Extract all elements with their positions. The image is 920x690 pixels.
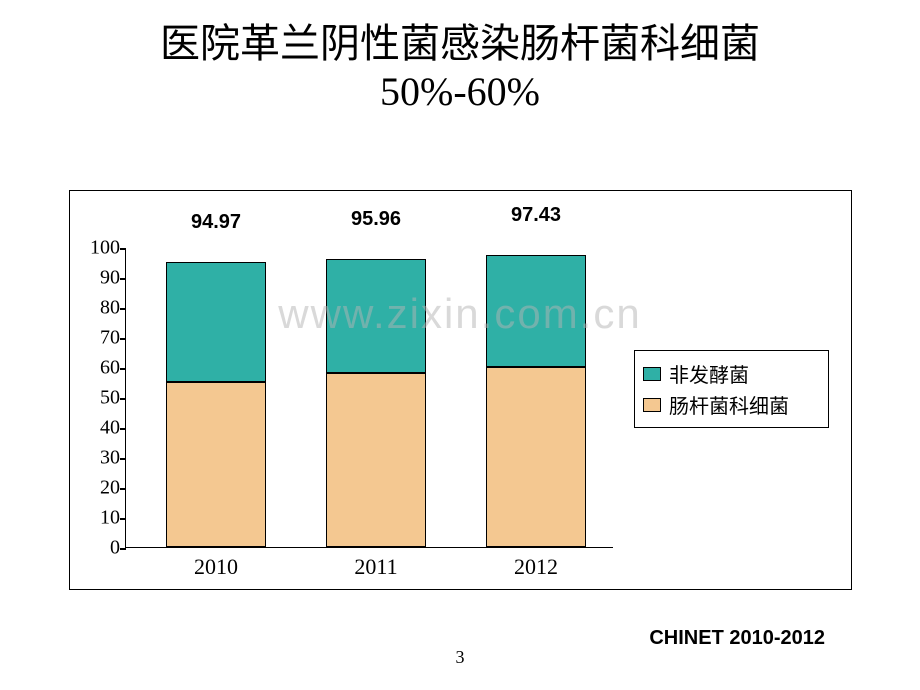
bar-segment	[326, 373, 426, 547]
bar-segment	[486, 255, 586, 367]
y-tick-mark	[120, 428, 126, 430]
bar-total-label: 97.43	[486, 204, 586, 227]
bar-total-label: 94.97	[166, 211, 266, 234]
y-tick-mark	[120, 488, 126, 490]
legend-item: 非发酵菌	[643, 359, 820, 388]
bar-segment	[326, 259, 426, 373]
y-tick-label: 0	[76, 537, 120, 560]
legend-swatch	[643, 367, 661, 381]
title-line-1: 医院革兰阴性菌感染肠杆菌科细菌	[160, 21, 760, 66]
y-tick-label: 70	[76, 327, 120, 350]
legend-label: 肠杆菌科细菌	[669, 390, 789, 419]
y-tick-label: 100	[76, 237, 120, 260]
x-tick-label: 2012	[476, 554, 596, 580]
bar-segment	[166, 382, 266, 547]
y-tick-label: 30	[76, 447, 120, 470]
y-tick-mark	[120, 548, 126, 550]
plot-area: 010203040506070809010094.97201095.962011…	[125, 248, 613, 548]
y-tick-mark	[120, 398, 126, 400]
bar-segment	[166, 262, 266, 382]
y-tick-label: 50	[76, 387, 120, 410]
bar-segment	[486, 367, 586, 547]
y-tick-mark	[120, 278, 126, 280]
y-tick-label: 90	[76, 267, 120, 290]
legend-item: 肠杆菌科细菌	[643, 390, 820, 419]
y-tick-mark	[120, 248, 126, 250]
y-tick-mark	[120, 458, 126, 460]
chart-container: 0 10 20 30 40 50 60 70 80 90 100 94.97 2010 95.96 2011…	[69, 190, 852, 590]
title-line-2: 50%-60%	[380, 69, 540, 114]
y-tick-label: 80	[76, 297, 120, 320]
y-tick-label: 40	[76, 417, 120, 440]
slide-title: 医院革兰阴性菌感染肠杆菌科细菌 50%-60%	[0, 0, 920, 116]
x-tick-label: 2010	[156, 554, 276, 580]
x-tick-label: 2011	[316, 554, 436, 580]
y-tick-mark	[120, 338, 126, 340]
page-number: 3	[0, 647, 920, 668]
y-tick-label: 60	[76, 357, 120, 380]
legend-swatch	[643, 398, 661, 412]
legend: 非发酵菌肠杆菌科细菌	[634, 350, 829, 428]
y-tick-label: 20	[76, 477, 120, 500]
y-tick-label: 10	[76, 507, 120, 530]
y-tick-mark	[120, 518, 126, 520]
y-tick-mark	[120, 368, 126, 370]
y-tick-mark	[120, 308, 126, 310]
legend-label: 非发酵菌	[669, 359, 749, 388]
bar-total-label: 95.96	[326, 208, 426, 231]
